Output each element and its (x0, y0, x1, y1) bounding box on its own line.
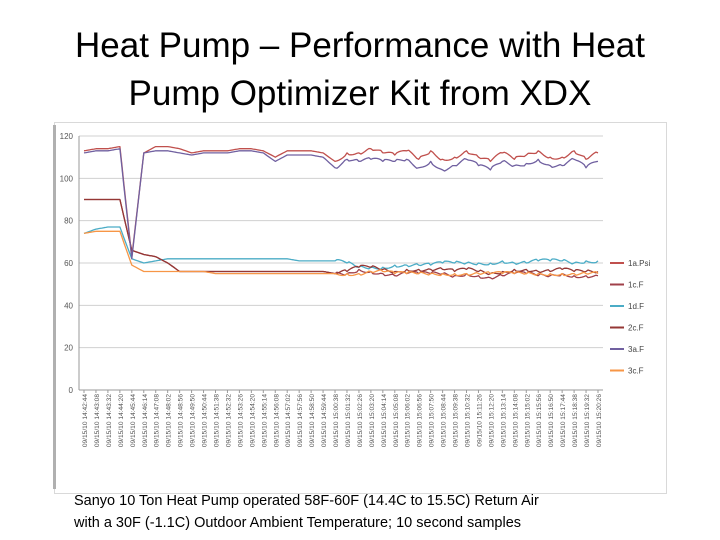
caption-line2: with a 30F (-1.1C) Outdoor Ambient Tempe… (74, 515, 522, 531)
x-tick-label: 09/15/10 14:57:02 (285, 394, 292, 447)
series-line (83, 148, 599, 260)
x-tick-label: 09/15/10 15:09:38 (453, 394, 460, 447)
x-tick-label: 09/15/10 15:02:26 (357, 394, 364, 447)
x-tick-label: 09/15/10 15:15:56 (536, 394, 543, 447)
x-tick-label: 09/15/10 15:14:08 (512, 394, 519, 447)
slide-title: Heat Pump – Performance with Heat Pump O… (20, 22, 700, 118)
legend-label: 2c.F (628, 324, 644, 333)
y-tick-label: 80 (64, 217, 73, 226)
y-tick-label: 120 (60, 132, 74, 141)
series-line (84, 198, 599, 280)
slide-title-line2: Pump Optimizer Kit from XDX (128, 74, 592, 113)
x-tick-label: 09/15/10 15:03:20 (369, 394, 376, 447)
legend-label: 1d.F (628, 302, 644, 311)
y-tick-label: 40 (64, 301, 73, 310)
x-tick-label: 09/15/10 14:49:50 (190, 394, 197, 447)
x-tick-label: 09/15/10 15:12:20 (488, 394, 495, 447)
x-tick-label: 09/15/10 15:08:44 (441, 394, 448, 447)
series-line (83, 230, 599, 277)
x-tick-label: 09/15/10 14:44:20 (118, 394, 125, 447)
x-tick-label: 09/15/10 15:06:02 (405, 394, 412, 447)
x-tick-label: 09/15/10 14:51:38 (213, 394, 220, 447)
series-line (83, 145, 599, 258)
x-tick-label: 09/15/10 14:54:20 (249, 394, 256, 447)
x-tick-label: 09/15/10 15:20:26 (596, 394, 603, 447)
x-tick-label: 09/15/10 15:07:50 (429, 394, 436, 447)
x-tick-label: 09/15/10 14:56:08 (273, 394, 280, 447)
slide-title-line1: Heat Pump – Performance with Heat (75, 26, 645, 65)
x-tick-label: 09/15/10 15:16:50 (548, 394, 555, 447)
series-line (83, 226, 599, 270)
legend-label: 1c.F (628, 281, 644, 290)
legend-label: 1a.Psi (628, 259, 650, 268)
x-tick-label: 09/15/10 14:47:08 (154, 394, 161, 447)
x-tick-label: 09/15/10 14:48:02 (166, 394, 173, 447)
x-tick-label: 09/15/10 14:52:32 (225, 394, 232, 447)
x-tick-label: 09/15/10 14:42:44 (82, 394, 89, 447)
x-tick-label: 09/15/10 14:46:14 (142, 394, 149, 447)
x-tick-label: 09/15/10 14:43:32 (106, 394, 113, 447)
x-tick-label: 09/15/10 14:59:44 (321, 394, 328, 447)
y-tick-label: 0 (69, 386, 74, 395)
x-tick-label: 09/15/10 15:06:56 (417, 394, 424, 447)
x-tick-label: 09/15/10 15:05:08 (393, 394, 400, 447)
x-tick-label: 09/15/10 14:45:44 (130, 394, 137, 447)
x-tick-label: 09/15/10 15:00:38 (333, 394, 340, 447)
x-tick-label: 09/15/10 14:43:08 (94, 394, 101, 447)
x-tick-label: 09/15/10 14:53:26 (237, 394, 244, 447)
x-tick-label: 09/15/10 14:55:14 (261, 394, 268, 447)
x-tick-label: 09/15/10 14:58:50 (309, 394, 316, 447)
x-tick-label: 09/15/10 15:17:44 (560, 394, 567, 447)
line-chart: 0 20 40 60 80 100 120 09/15/10 14:42:44 09/15/10… (60, 132, 651, 447)
x-tick-label: 09/15/10 15:11:26 (476, 394, 483, 447)
caption-line1: Sanyo 10 Ton Heat Pump operated 58F-60F … (74, 493, 539, 509)
x-tick-label: 09/15/10 15:10:32 (465, 394, 472, 447)
x-tick-label: 09/15/10 15:04:14 (381, 394, 388, 447)
y-tick-label: 100 (60, 174, 74, 183)
chart-frame: 0 20 40 60 80 100 120 09/15/10 14:42:44 09/15/10… (53, 122, 667, 494)
caption: Sanyo 10 Ton Heat Pump operated 58F-60F … (74, 490, 634, 534)
x-tick-label: 09/15/10 14:48:56 (178, 394, 185, 447)
x-tick-label: 09/15/10 14:50:44 (202, 394, 209, 447)
x-tick-label: 09/15/10 15:18:38 (572, 394, 579, 447)
x-tick-label: 09/15/10 15:15:02 (524, 394, 531, 447)
x-tick-label: 09/15/10 15:13:14 (500, 394, 507, 447)
x-tick-label: 09/15/10 15:19:32 (584, 394, 591, 447)
y-tick-label: 60 (64, 259, 73, 268)
y-tick-label: 20 (64, 344, 73, 353)
legend-label: 3a.F (628, 345, 644, 354)
x-tick-label: 09/15/10 14:57:56 (297, 394, 304, 447)
x-tick-label: 09/15/10 15:01:32 (345, 394, 352, 447)
series-line (84, 198, 599, 276)
legend-label: 3c.F (628, 367, 644, 376)
